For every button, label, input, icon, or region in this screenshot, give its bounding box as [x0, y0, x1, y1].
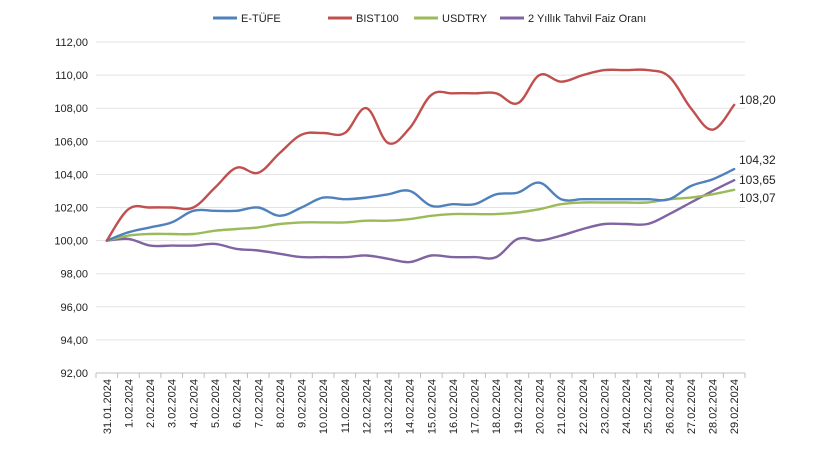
y-tick-label: 100,00	[54, 236, 88, 248]
legend-label-1: BIST100	[356, 13, 399, 25]
x-tick-label: 4.02.2024	[188, 379, 200, 428]
x-tick-label: 29.02.2024	[729, 379, 741, 434]
x-tick-label: 13.02.2024	[383, 379, 395, 434]
x-tick-label: 8.02.2024	[275, 379, 287, 428]
x-tick-label: 9.02.2024	[297, 379, 309, 428]
x-tick-label: 16.02.2024	[448, 379, 460, 434]
series-line-0	[105, 167, 736, 242]
y-axis: 92,00 94,00 96,00 98,00 100,00 102,00 104,00 10…	[54, 37, 88, 380]
y-tick-label: 94,00	[60, 335, 88, 347]
y-tick-label: 112,00	[55, 37, 88, 49]
legend-label-3: 2 Yıllık Tahvil Faiz Oranı	[528, 13, 646, 25]
x-tick-label: 24.02.2024	[621, 379, 633, 434]
end-label-1: 108,20	[739, 93, 776, 107]
x-tick-label: 10.02.2024	[318, 379, 330, 434]
legend-label-2: USDTRY	[442, 13, 488, 25]
x-axis: 31.01.2024 1.02.2024 2.02.2024 3.02.2024 4.0…	[95, 372, 746, 434]
y-tick-label: 92,00	[60, 368, 88, 380]
end-labels: 104,32 108,20 103,07 103,65	[739, 93, 776, 205]
end-label-0: 104,32	[739, 153, 776, 167]
x-tick-label: 27.02.2024	[686, 379, 698, 434]
series-lines	[105, 68, 736, 264]
x-tick-label: 6.02.2024	[232, 379, 244, 428]
x-tick-label: 17.02.2024	[470, 379, 482, 434]
series-line-1	[105, 68, 736, 242]
x-tick-label: 18.02.2024	[491, 379, 503, 434]
x-tick-label: 26.02.2024	[664, 379, 676, 434]
legend-label-0: E-TÜFE	[241, 13, 281, 25]
y-tick-label: 108,00	[54, 103, 88, 115]
x-tick-label: 25.02.2024	[643, 379, 655, 434]
x-tick-label: 7.02.2024	[253, 379, 265, 428]
y-tick-label: 96,00	[60, 302, 88, 314]
y-tick-label: 102,00	[54, 203, 88, 215]
x-tick-label: 20.02.2024	[534, 379, 546, 434]
x-tick-label: 12.02.2024	[361, 379, 373, 434]
x-tick-label: 3.02.2024	[167, 379, 179, 428]
series-line-3	[105, 179, 736, 264]
x-tick-label: 31.01.2024	[102, 379, 114, 434]
end-label-3: 103,65	[739, 173, 776, 187]
x-tick-label: 11.02.2024	[340, 379, 352, 433]
x-tick-label: 28.02.2024	[708, 379, 720, 434]
legend: E-TÜFE BIST100 USDTRY 2 Yıllık Tahvil Faiz …	[213, 13, 646, 25]
x-tick-label: 1.02.2024	[123, 379, 135, 428]
y-tick-label: 104,00	[54, 169, 88, 181]
x-tick-label: 5.02.2024	[210, 379, 222, 428]
y-tick-label: 98,00	[60, 269, 88, 281]
end-label-2: 103,07	[739, 191, 776, 205]
y-tick-label: 106,00	[54, 136, 88, 148]
x-tick-label: 14.02.2024	[405, 379, 417, 434]
y-tick-label: 110,00	[55, 70, 88, 82]
x-tick-label: 23.02.2024	[599, 379, 611, 434]
x-tick-label: 21.02.2024	[556, 379, 568, 434]
x-tick-label: 22.02.2024	[578, 379, 590, 434]
series-line-2	[105, 188, 736, 242]
x-tick-label: 2.02.2024	[145, 379, 157, 428]
x-tick-label: 15.02.2024	[426, 379, 438, 434]
x-tick-label: 19.02.2024	[513, 379, 525, 434]
